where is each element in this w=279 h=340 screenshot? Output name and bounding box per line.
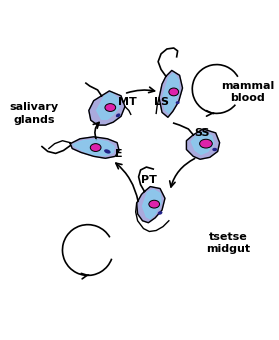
Text: mammal
blood: mammal blood [221,81,275,103]
Text: SS: SS [194,128,210,138]
Polygon shape [159,70,182,117]
Ellipse shape [169,88,179,96]
Ellipse shape [149,200,160,208]
Text: PT: PT [141,175,157,185]
Ellipse shape [199,139,212,148]
Text: E: E [115,149,123,159]
Text: salivary
glands: salivary glands [9,102,59,124]
Text: tsetse
midgut: tsetse midgut [206,232,251,254]
Polygon shape [143,189,161,219]
Ellipse shape [104,149,111,154]
Ellipse shape [176,101,180,104]
Ellipse shape [212,148,217,151]
Polygon shape [191,132,214,154]
Polygon shape [163,73,179,113]
Polygon shape [73,140,114,155]
Polygon shape [186,129,220,159]
Ellipse shape [116,114,120,117]
Polygon shape [89,91,125,125]
Ellipse shape [105,104,116,112]
Ellipse shape [158,211,162,215]
Polygon shape [97,93,119,119]
Text: LS: LS [153,97,169,107]
Polygon shape [70,137,119,158]
Ellipse shape [90,143,101,151]
Text: MT: MT [119,97,137,107]
Polygon shape [137,187,165,223]
